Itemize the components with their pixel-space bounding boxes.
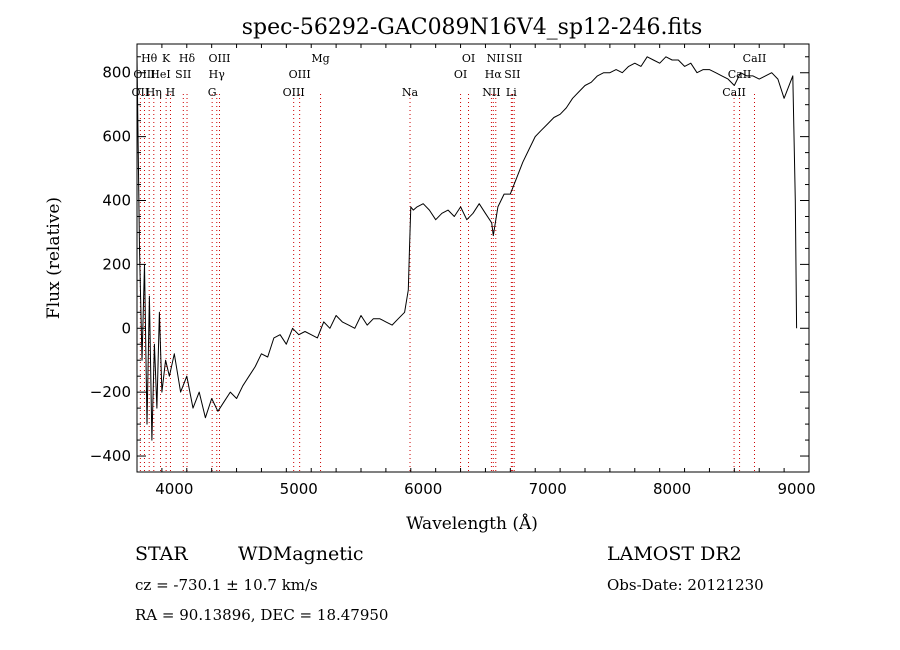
spectral-line-label: OIII	[133, 68, 155, 81]
spectral-line-label: OIII	[208, 52, 230, 65]
y-tick-label: 400	[102, 192, 131, 210]
x-tick-label: 9000	[777, 480, 815, 498]
spectral-line-label: SII	[175, 68, 191, 81]
x-tick-label: 7000	[529, 480, 567, 498]
spectral-line-label: Hθ	[141, 52, 158, 65]
chart-title: spec-56292-GAC089N16V4_sp12-246.fits	[242, 15, 703, 40]
spectral-line-label: CaII	[722, 86, 746, 99]
spectral-line-label: OI	[462, 52, 475, 65]
y-tick-label: 200	[102, 255, 131, 273]
y-tick-label: −400	[90, 447, 131, 465]
spectral-line-label: Li	[506, 86, 517, 99]
x-axis-label: Wavelength (Å)	[406, 513, 538, 534]
y-tick-label: −200	[90, 383, 131, 401]
plot-axes: 4000 5000 6000 7000 8000 9000 −400 −200 0 200 400 6…	[90, 43, 816, 498]
object-class: STAR	[135, 543, 188, 565]
spectral-line-label: OIII	[283, 86, 305, 99]
spectral-line-label: HeI	[150, 68, 170, 81]
spectral-line-label: SII	[504, 68, 520, 81]
spectral-line-label: K	[162, 52, 171, 65]
spectrum-line	[136, 56, 798, 441]
y-tick-label: 0	[121, 319, 131, 337]
x-tick-label: 6000	[404, 480, 442, 498]
y-tick-label: 600	[102, 128, 131, 146]
redshift-velocity: cz = -730.1 ± 10.7 km/s	[135, 576, 318, 594]
observation-date: Obs-Date: 20121230	[607, 576, 764, 594]
spectral-line-label: Mg	[311, 52, 329, 65]
spectral-line-markers	[139, 94, 755, 472]
x-tick-label: 5000	[280, 480, 318, 498]
spectral-line-label: OIII	[289, 68, 311, 81]
spectral-line-label: Hα	[485, 68, 503, 81]
survey-name: LAMOST DR2	[607, 543, 742, 565]
spectral-line-label: G	[208, 86, 217, 99]
spectral-line-label: H	[166, 86, 176, 99]
spectral-line-label: CaII	[728, 68, 752, 81]
y-tick-label: 800	[102, 64, 131, 82]
spectral-line-label: SII	[506, 52, 522, 65]
spectral-line-label: OII	[132, 86, 150, 99]
x-tick-label: 4000	[155, 480, 193, 498]
spectral-line-label: NII	[482, 86, 500, 99]
coordinates: RA = 90.13896, DEC = 18.47950	[135, 606, 388, 624]
y-axis-label: Flux (relative)	[44, 197, 64, 319]
plot-frame	[136, 43, 810, 473]
line-labels: OIIHθOIIIHηHeIKHSIIHδGHγOIIIOIIIOIIIMgNa…	[132, 52, 767, 99]
spectral-line-label: OI	[454, 68, 467, 81]
spectral-line-label: Na	[402, 86, 419, 99]
x-tick-label: 8000	[653, 480, 691, 498]
spectral-line-label: NII	[487, 52, 505, 65]
spectral-line-label: CaII	[743, 52, 767, 65]
spectral-line-label: Hδ	[179, 52, 196, 65]
spectral-line-label: Hγ	[209, 68, 226, 81]
spectral-line-label: Hη	[146, 86, 162, 99]
object-subclass: WDMagnetic	[238, 543, 364, 565]
spectrum-series	[136, 56, 798, 441]
